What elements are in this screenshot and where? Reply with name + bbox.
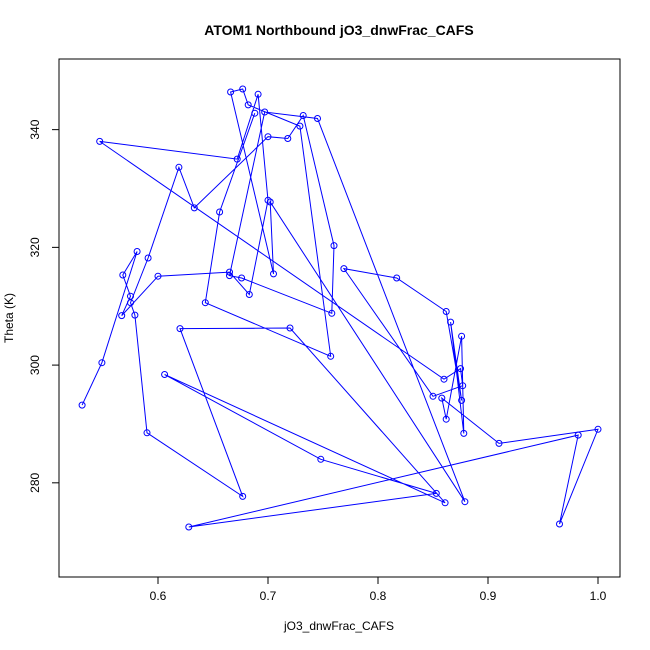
data-point: [458, 332, 466, 340]
data-point: [447, 318, 455, 326]
data-point: [270, 270, 277, 278]
data-point: [98, 359, 106, 367]
data-point: [330, 242, 338, 250]
data-point: [227, 88, 235, 96]
series-line: [81, 88, 599, 528]
data-point: [459, 382, 467, 390]
data-point: [131, 311, 139, 319]
data-point: [143, 429, 151, 437]
data-point: [245, 291, 253, 298]
data-point: [96, 137, 104, 145]
y-axis-label: Theta (K): [2, 293, 16, 343]
y-tick-label: 340: [28, 119, 42, 139]
data-point: [438, 394, 446, 402]
data-point: [133, 248, 141, 255]
data-point: [461, 498, 469, 506]
data-point: [296, 122, 304, 130]
x-axis: 0.6 0.7 0.8 0.9 1.0: [150, 577, 607, 603]
data-point: [440, 375, 448, 383]
data-point: [457, 365, 464, 373]
data-point: [261, 108, 269, 116]
data-point: [190, 204, 198, 212]
x-tick-label: 0.7: [260, 589, 277, 603]
data-point: [185, 523, 193, 531]
data-point: [314, 115, 321, 122]
data-point: [233, 155, 241, 163]
y-axis: 280 300 320 340: [28, 119, 59, 493]
data-point: [266, 198, 274, 206]
data-point: [78, 401, 86, 409]
data-point: [284, 135, 292, 142]
data-point: [460, 429, 468, 437]
data-point: [251, 109, 259, 117]
data-point: [432, 489, 440, 497]
chart-title: ATOM1 Northbound jO3_dnwFrac_CAFS: [204, 22, 473, 38]
data-point: [328, 309, 336, 317]
x-tick-label: 1.0: [590, 589, 607, 603]
plot-frame: [58, 58, 621, 578]
data-point: [317, 455, 325, 463]
y-tick-label: 320: [28, 237, 42, 257]
data-point: [574, 431, 582, 439]
data-point: [495, 439, 503, 447]
x-tick-label: 0.8: [370, 589, 387, 603]
data-point: [254, 90, 262, 98]
data-point: [286, 324, 294, 332]
data-point: [429, 392, 437, 400]
y-tick-label: 280: [28, 472, 42, 492]
data-point: [226, 272, 233, 280]
data-point: [176, 325, 184, 333]
x-tick-label: 0.9: [480, 589, 497, 603]
data-point: [239, 85, 247, 93]
data-point: [393, 274, 401, 282]
data-point: [201, 299, 209, 307]
y-tick-label: 300: [28, 355, 42, 375]
data-point: [299, 112, 307, 119]
data-point: [442, 308, 450, 315]
data-point: [327, 352, 335, 360]
x-axis-label: jO3_dnwFrac_CAFS: [283, 619, 394, 633]
data-point: [442, 415, 450, 423]
data-point: [244, 101, 252, 109]
data-point: [175, 163, 183, 171]
data-point: [594, 425, 602, 433]
data-point: [441, 499, 449, 507]
data-point: [238, 274, 246, 282]
data-point: [161, 371, 169, 378]
data-point: [127, 299, 134, 307]
data-point: [264, 133, 272, 141]
data-point: [340, 265, 348, 273]
x-tick-label: 0.6: [150, 589, 167, 603]
data-point: [144, 254, 152, 262]
data-point: [226, 268, 233, 276]
data-point: [556, 520, 563, 528]
data-point: [239, 492, 247, 500]
data-point: [264, 196, 272, 204]
data-point: [119, 271, 127, 279]
data-point: [216, 208, 224, 216]
data-point: [118, 312, 126, 320]
data-point: [458, 396, 466, 404]
data-point: [154, 272, 162, 280]
series-layer: [78, 85, 602, 531]
